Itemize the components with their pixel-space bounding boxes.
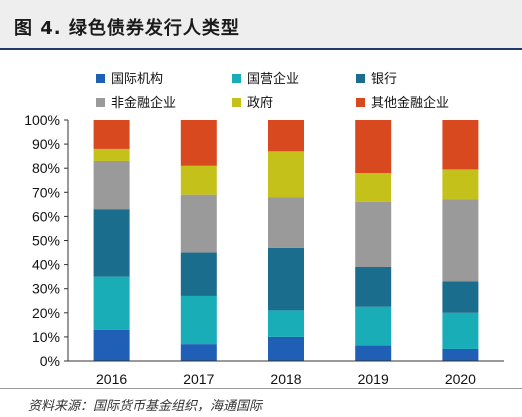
bar-segment xyxy=(442,199,479,282)
legend-label: 银行 xyxy=(371,72,397,87)
bar-segment xyxy=(442,312,479,349)
bar-segment xyxy=(268,197,304,248)
bar-segment xyxy=(442,120,479,170)
bar-segment xyxy=(93,120,130,149)
legend-swatch xyxy=(356,74,365,83)
x-tick-label: 2018 xyxy=(270,371,301,387)
y-tick-label: 50% xyxy=(32,233,60,249)
bar-segment xyxy=(355,306,392,346)
bar-segment xyxy=(93,160,130,210)
bar-segment xyxy=(268,120,304,152)
y-tick-label: 20% xyxy=(32,305,60,321)
x-tick-label: 2019 xyxy=(358,371,389,387)
legend-label: 非金融企业 xyxy=(111,95,176,111)
y-tick-label: 10% xyxy=(32,329,60,345)
legend-label: 其他金融企业 xyxy=(371,95,449,111)
bar-segment xyxy=(355,345,392,361)
bar-segment xyxy=(180,344,217,361)
chart-title: 图 4. 绿色债券发行人类型 xyxy=(14,18,240,39)
y-tick-label: 100% xyxy=(24,112,60,128)
source-note: 资料来源：国际货币基金组织，海通国际 xyxy=(28,399,263,414)
bar-segment xyxy=(355,267,392,307)
bar-segment xyxy=(93,148,130,161)
legend-label: 国营企业 xyxy=(247,71,299,87)
legend-label: 政府 xyxy=(247,96,273,111)
y-tick-label: 80% xyxy=(32,160,60,176)
bar-segment xyxy=(180,165,217,195)
legend-swatch xyxy=(232,74,241,83)
bar-segment xyxy=(180,194,217,253)
y-tick-label: 90% xyxy=(32,136,60,152)
bar-segment xyxy=(268,336,304,361)
x-tick-label: 2020 xyxy=(445,371,476,387)
bar-segment xyxy=(180,120,217,166)
legend-swatch xyxy=(96,74,105,83)
x-tick-label: 2017 xyxy=(183,371,214,387)
bar-segment xyxy=(268,247,304,311)
y-tick-label: 70% xyxy=(32,184,60,200)
x-tick-label: 2016 xyxy=(96,371,127,387)
legend-label: 国际机构 xyxy=(111,72,163,87)
bar-segment xyxy=(442,348,479,361)
bar-segment xyxy=(442,281,479,313)
y-tick-label: 60% xyxy=(32,208,60,224)
legend-swatch xyxy=(232,98,241,107)
bar-segment xyxy=(355,120,392,174)
legend-swatch xyxy=(96,98,105,107)
bar-segment xyxy=(93,209,130,277)
bar-segment xyxy=(93,329,130,361)
bar-segment xyxy=(268,151,304,198)
legend-swatch xyxy=(356,98,365,107)
bar-segment xyxy=(442,169,479,200)
footer: 资料来源：国际货币基金组织，海通国际 xyxy=(0,388,522,417)
y-tick-label: 30% xyxy=(32,281,60,297)
title-bar: 图 4. 绿色债券发行人类型 xyxy=(0,0,522,50)
bar-segment xyxy=(180,252,217,296)
y-tick-label: 40% xyxy=(32,257,60,273)
bar-segment xyxy=(355,173,392,202)
bar-segment xyxy=(93,276,130,330)
bar-segment xyxy=(180,295,217,345)
bar-segment xyxy=(355,201,392,268)
y-tick-label: 0% xyxy=(40,353,60,369)
bar-segment xyxy=(268,310,304,337)
